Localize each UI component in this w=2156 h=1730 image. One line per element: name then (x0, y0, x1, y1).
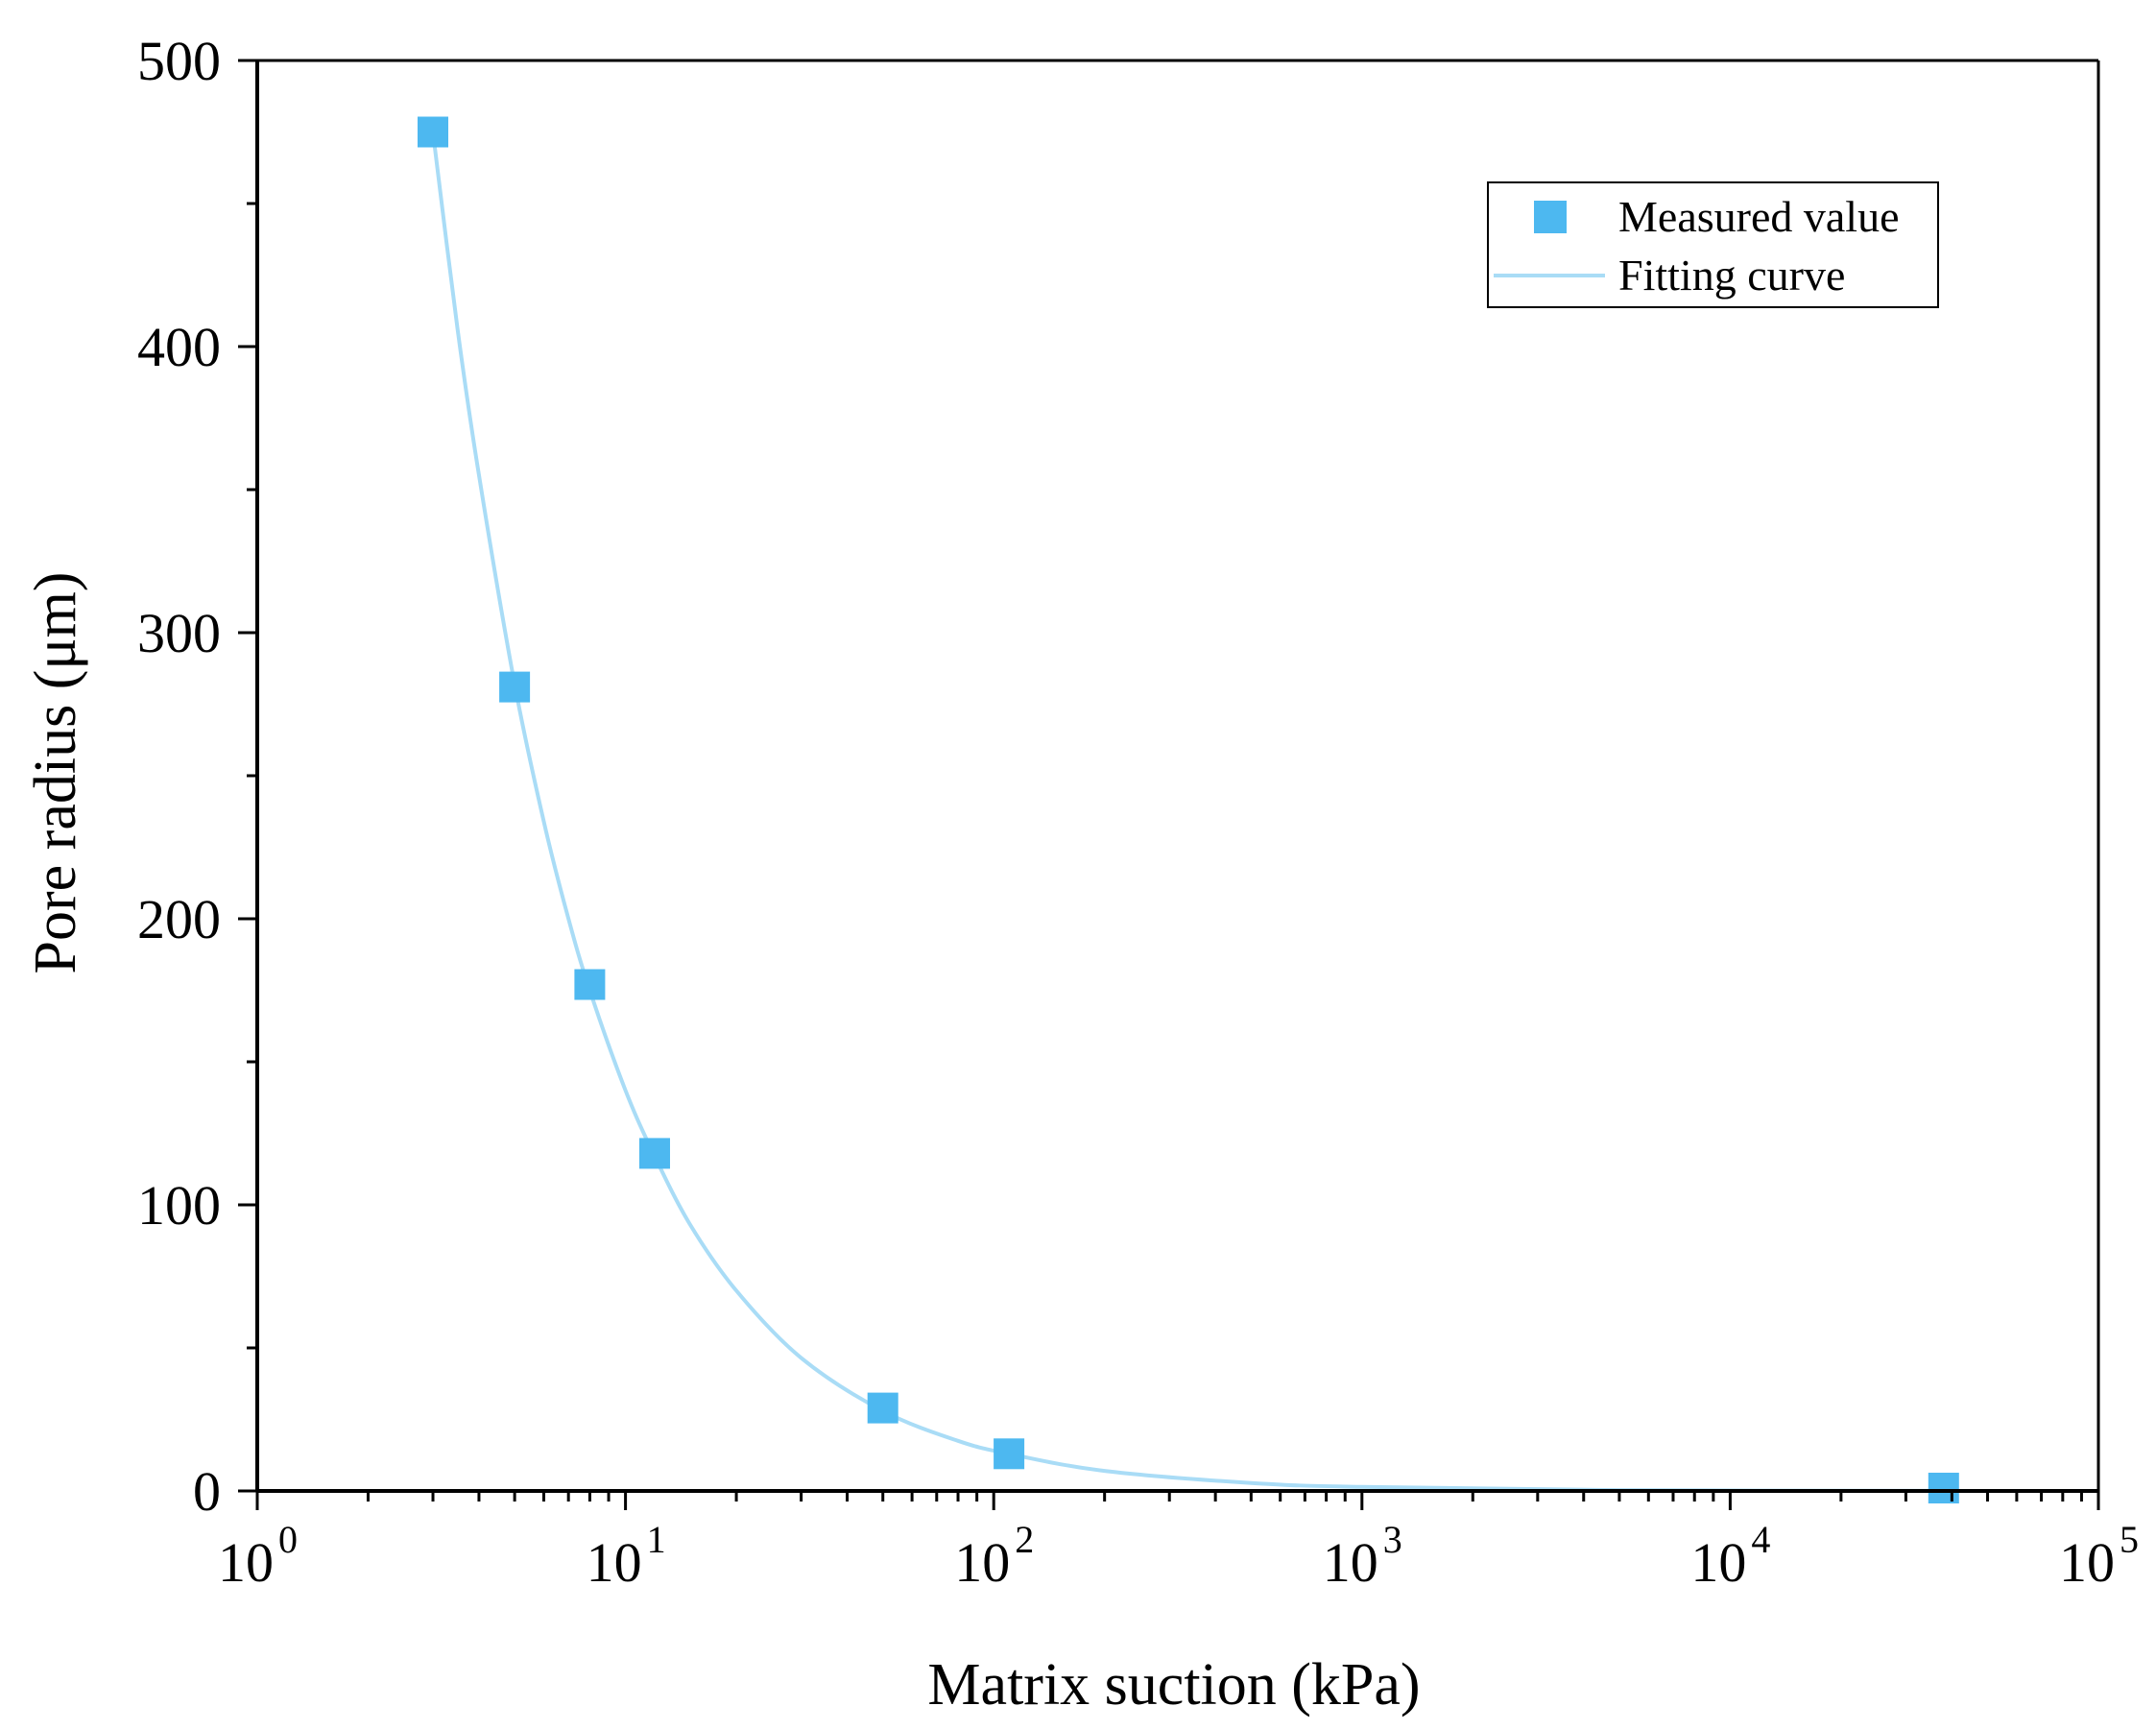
legend: Measured value Fitting curve (1487, 181, 1939, 308)
x-tick-exponent: 4 (1751, 1518, 1770, 1561)
x-tick-label: 10 (1323, 1531, 1378, 1594)
x-tick-label: 10 (2059, 1531, 2115, 1594)
x-tick-exponent: 5 (2120, 1518, 2139, 1561)
x-tick-exponent: 3 (1383, 1518, 1402, 1561)
legend-label-fitting: Fitting curve (1618, 251, 1845, 300)
y-tick-label: 300 (137, 602, 221, 664)
x-axis-title: Matrix suction (kPa) (927, 1652, 1420, 1718)
fitting-curve-layer (431, 132, 1944, 1493)
fitting-curve-line (431, 132, 1944, 1493)
y-tick-label: 200 (137, 888, 221, 950)
y-axis-title: Pore radius (μm) (23, 572, 88, 974)
legend-marker-measured (1534, 201, 1567, 233)
legend-label-measured: Measured value (1618, 192, 1900, 241)
y-tick-label: 0 (193, 1460, 221, 1523)
measured-point-5 (867, 1392, 898, 1424)
y-tick-label: 500 (137, 30, 221, 92)
x-tick-label: 10 (1690, 1531, 1746, 1594)
y-tick-label: 100 (137, 1174, 221, 1237)
x-tick-exponent: 1 (647, 1518, 666, 1561)
x-tick-label: 10 (954, 1531, 1010, 1594)
measured-point-7 (1928, 1473, 1959, 1503)
measured-point-2 (499, 671, 531, 703)
measured-point-1 (418, 116, 448, 148)
measured-point-3 (574, 969, 606, 1000)
y-tick-label: 400 (137, 316, 221, 378)
ticks-layer (238, 59, 2100, 1510)
x-tick-label: 10 (218, 1531, 274, 1594)
measured-point-4 (639, 1138, 670, 1169)
measured-point-6 (994, 1438, 1025, 1470)
x-tick-exponent: 2 (1015, 1518, 1034, 1561)
measured-markers-layer (418, 116, 1959, 1503)
x-tick-label: 10 (587, 1531, 642, 1594)
x-tick-exponent: 0 (278, 1518, 298, 1561)
